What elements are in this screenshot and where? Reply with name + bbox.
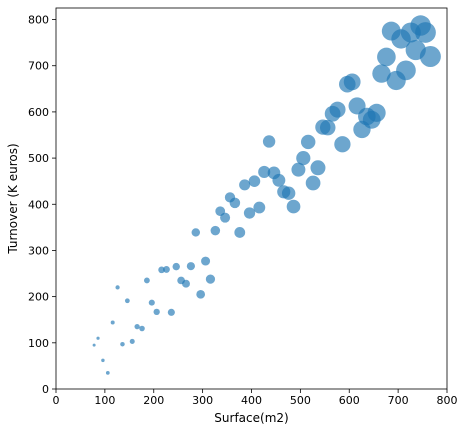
- data-point: [105, 370, 110, 375]
- data-point: [96, 336, 100, 340]
- x-tick-label: 600: [339, 394, 360, 407]
- x-tick-label: 200: [143, 394, 164, 407]
- y-axis: 0 100 200 300 400 500 600 700 800: [28, 14, 56, 396]
- data-point: [172, 262, 180, 271]
- data-point: [396, 60, 416, 81]
- data-point: [343, 73, 361, 91]
- data-point: [272, 173, 286, 187]
- data-point: [415, 22, 436, 43]
- data-point: [158, 266, 165, 274]
- data-point: [229, 197, 241, 209]
- x-tick-label: 0: [53, 394, 60, 407]
- x-tick-label: 500: [290, 394, 311, 407]
- data-point: [377, 47, 396, 67]
- data-point: [115, 285, 120, 290]
- data-point: [258, 165, 271, 178]
- x-axis: 0 100 200 300 400 500 600 700 800: [53, 389, 458, 407]
- x-tick-label: 300: [192, 394, 213, 407]
- data-point: [186, 262, 195, 271]
- data-point: [139, 325, 145, 332]
- data-point: [310, 160, 326, 176]
- data-point: [248, 175, 261, 187]
- data-point: [110, 320, 115, 325]
- data-point: [286, 199, 301, 214]
- data-point: [262, 135, 276, 148]
- data-point: [129, 338, 135, 344]
- data-point: [291, 162, 306, 177]
- y-tick-label: 400: [28, 198, 49, 211]
- y-tick-label: 300: [28, 244, 49, 257]
- data-point: [234, 227, 246, 238]
- y-tick-label: 800: [28, 14, 49, 27]
- data-point: [372, 64, 391, 83]
- y-tick-label: 200: [28, 291, 49, 304]
- x-axis-title: Surface(m2): [214, 411, 288, 425]
- data-point: [143, 277, 150, 284]
- x-tick-label: 100: [94, 394, 115, 407]
- x-tick-label: 700: [388, 394, 409, 407]
- y-axis-title: Turnover (K euros): [6, 143, 20, 254]
- y-tick-label: 100: [28, 337, 49, 350]
- y-tick-label: 700: [28, 60, 49, 73]
- data-point: [334, 136, 351, 153]
- y-tick-label: 500: [28, 152, 49, 165]
- data-point: [120, 341, 125, 347]
- data-point: [305, 175, 321, 191]
- y-tick-label: 0: [42, 383, 49, 396]
- data-point: [239, 179, 251, 191]
- x-tick-label: 800: [437, 394, 458, 407]
- data-points: [92, 15, 441, 375]
- data-point: [101, 358, 105, 363]
- data-point: [134, 324, 140, 330]
- data-point: [329, 101, 346, 118]
- data-point: [243, 207, 256, 219]
- data-point: [296, 150, 311, 166]
- data-point: [124, 298, 130, 304]
- data-point: [205, 274, 216, 284]
- data-point: [367, 103, 386, 122]
- data-point: [92, 343, 96, 347]
- data-point: [167, 308, 175, 316]
- data-point: [253, 201, 266, 214]
- data-point: [281, 186, 296, 200]
- data-point: [319, 119, 336, 136]
- data-point: [163, 265, 170, 273]
- data-point: [419, 45, 441, 67]
- data-point: [300, 134, 316, 150]
- data-point: [182, 279, 190, 288]
- data-point: [153, 308, 160, 316]
- x-tick-label: 400: [241, 394, 262, 407]
- data-point: [148, 299, 155, 306]
- data-point: [196, 289, 206, 299]
- data-point: [191, 228, 201, 237]
- data-point: [210, 225, 221, 236]
- data-point: [220, 212, 231, 223]
- data-point: [201, 256, 211, 266]
- y-tick-label: 600: [28, 106, 49, 119]
